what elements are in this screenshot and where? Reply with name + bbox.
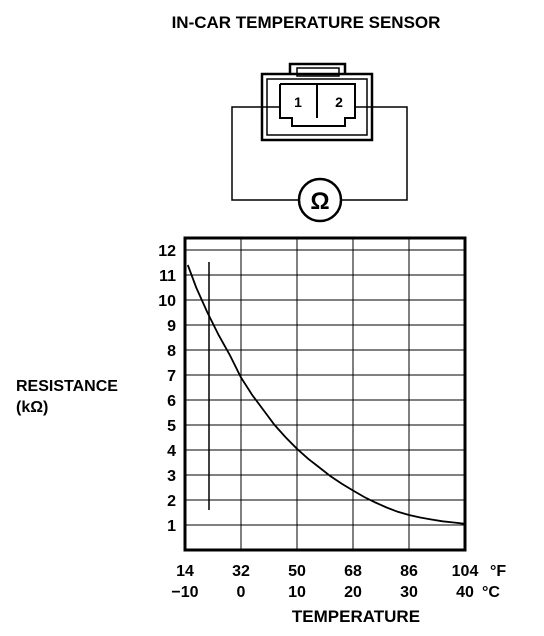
pin-1-label: 1 — [294, 94, 302, 110]
plot-frame — [183, 236, 467, 552]
y-tick-label: 6 — [167, 393, 176, 410]
x-tick-label-fahrenheit: 14 — [176, 563, 194, 580]
sensor-connector-diagram: 1 2 Ω — [231, 62, 408, 223]
y-tick-label: 10 — [158, 293, 176, 310]
x-axis-label: TEMPERATURE — [292, 607, 420, 626]
y-tick-label: 8 — [167, 343, 176, 360]
x-tick-label-fahrenheit: 50 — [288, 563, 306, 580]
y-tick-label: 5 — [167, 418, 176, 435]
x-tick-label-fahrenheit: 104 — [452, 563, 479, 580]
x-tick-label-fahrenheit: 68 — [344, 563, 362, 580]
y-axis-label-line1: RESISTANCE — [16, 378, 118, 395]
x-unit-celsius: °C — [482, 584, 500, 601]
x-tick-label-celsius: 40 — [456, 584, 474, 601]
y-tick-label: 9 — [167, 318, 176, 335]
ohmmeter-symbol — [297, 177, 343, 223]
x-tick-label-celsius: −10 — [171, 584, 198, 601]
x-tick-label-celsius: 10 — [288, 584, 306, 601]
x-unit-fahrenheit: °F — [490, 563, 506, 580]
y-axis-label-line2: (kΩ) — [16, 399, 48, 416]
x-tick-label-fahrenheit: 86 — [400, 563, 418, 580]
x-tick-label-celsius: 30 — [400, 584, 418, 601]
y-tick-label: 12 — [158, 243, 176, 260]
x-tick-labels: 14 −10 32 0 50 10 68 20 86 30 104 40 — [171, 563, 478, 601]
x-tick-label-fahrenheit: 32 — [232, 563, 250, 580]
pin-2-label: 2 — [335, 94, 343, 110]
y-tick-label: 11 — [159, 268, 176, 285]
resistance-curve — [186, 264, 466, 525]
y-tick-label: 7 — [167, 368, 176, 385]
y-tick-label: 1 — [167, 518, 176, 535]
chart-grid — [185, 238, 465, 550]
y-tick-label: 4 — [167, 443, 176, 460]
x-tick-label-celsius: 20 — [344, 584, 362, 601]
x-tick-label-celsius: 0 — [237, 584, 246, 601]
ohm-icon: Ω — [310, 188, 329, 215]
connector-housing — [260, 62, 374, 142]
page-title: IN-CAR TEMPERATURE SENSOR — [172, 13, 441, 32]
circuit-wires — [231, 106, 408, 201]
y-tick-label: 2 — [167, 493, 176, 510]
y-tick-label: 3 — [167, 468, 176, 485]
